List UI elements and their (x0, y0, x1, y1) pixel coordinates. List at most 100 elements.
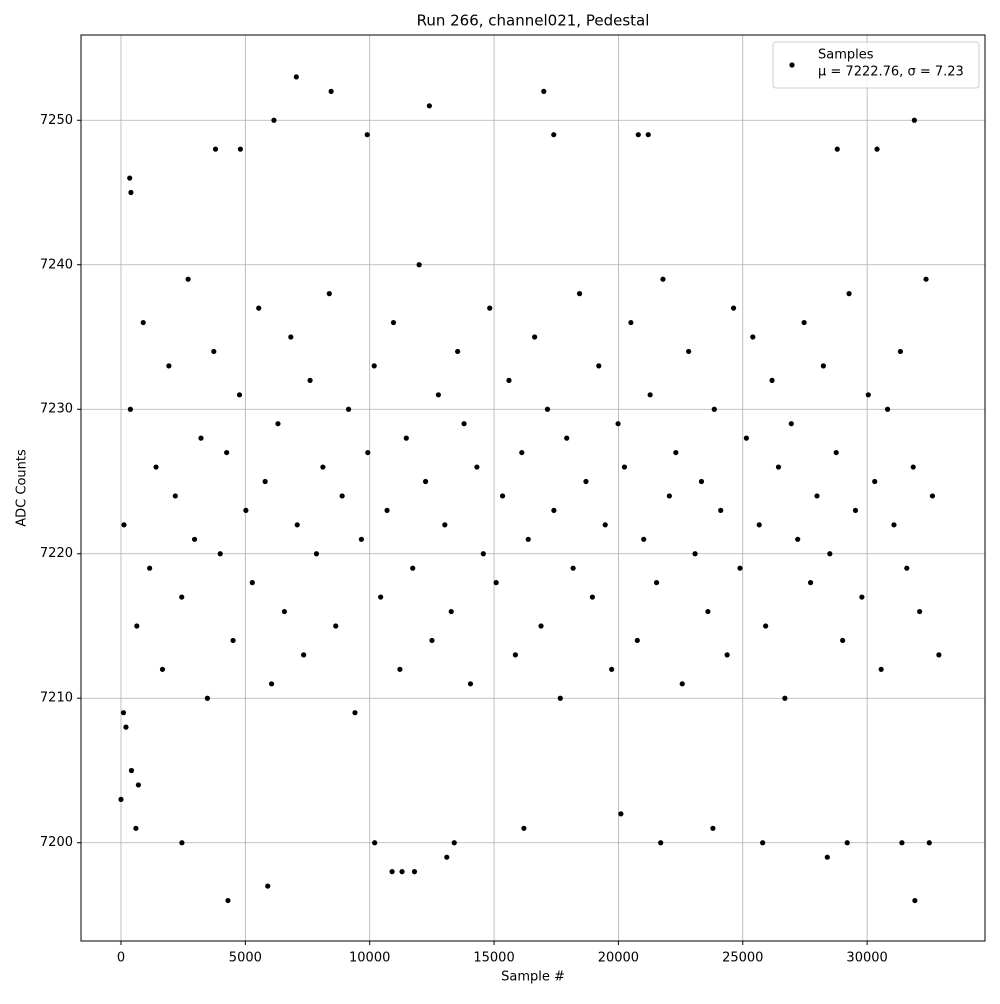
point (256, 305, 262, 311)
point (120, 710, 127, 716)
point (461, 421, 467, 427)
point (834, 146, 840, 152)
legend-box (772, 41, 980, 89)
point (718, 507, 724, 513)
point (899, 840, 905, 846)
point (326, 291, 332, 297)
point (301, 652, 307, 658)
point (444, 854, 450, 860)
point (541, 88, 547, 94)
y-tick-label: 7240 (40, 257, 73, 272)
point (397, 666, 403, 672)
point (159, 666, 166, 672)
point (217, 551, 223, 557)
point (912, 897, 918, 904)
point (621, 464, 628, 470)
point (313, 551, 320, 557)
point (820, 363, 826, 369)
point (307, 377, 313, 383)
point (271, 117, 277, 123)
point (262, 478, 268, 485)
point (204, 695, 210, 701)
point (602, 522, 608, 528)
y-axis-label: ADC Counts (15, 449, 30, 527)
x-axis-label: Sample # (501, 970, 565, 985)
point (236, 392, 243, 398)
legend-stats: μ = 7222.76, σ = 7.23 (818, 65, 964, 80)
point (364, 132, 370, 138)
point (345, 406, 352, 412)
point (288, 334, 294, 340)
point (904, 565, 910, 571)
point (339, 493, 345, 499)
point (782, 695, 788, 701)
point (596, 363, 602, 369)
point (390, 319, 397, 326)
point (403, 435, 409, 441)
x-tick-label: 20000 (598, 951, 639, 966)
point (833, 449, 839, 456)
point (730, 305, 737, 311)
point (775, 464, 782, 470)
point (372, 840, 378, 846)
point (929, 493, 936, 499)
point (710, 825, 716, 831)
point (399, 869, 405, 875)
point (451, 840, 457, 846)
point (551, 507, 557, 513)
point (333, 623, 339, 629)
x-tick-label: 15000 (473, 951, 514, 966)
point (134, 623, 140, 629)
point (679, 681, 685, 687)
point (135, 782, 142, 788)
point (692, 551, 698, 557)
point (123, 724, 129, 730)
point (172, 493, 178, 499)
x-tick-label: 0 (117, 951, 125, 966)
point (641, 536, 647, 542)
point (179, 840, 185, 846)
point (442, 522, 448, 528)
point (179, 594, 185, 600)
point (320, 464, 326, 470)
point (711, 406, 717, 412)
point (422, 478, 429, 485)
y-tick-label: 7210 (40, 691, 73, 706)
point (225, 897, 231, 904)
point (525, 536, 531, 542)
point (249, 580, 255, 586)
point (609, 666, 615, 672)
point (814, 493, 820, 499)
point (589, 594, 595, 600)
x-tick-label: 5000 (229, 951, 262, 966)
point (521, 825, 527, 831)
point (564, 435, 570, 441)
point (737, 565, 743, 571)
point (127, 406, 133, 412)
point (795, 536, 801, 542)
point (128, 189, 134, 196)
y-tick-label: 7250 (40, 113, 73, 128)
point (769, 377, 775, 383)
point (121, 522, 127, 528)
point (243, 507, 249, 513)
point (133, 825, 139, 831)
point (512, 652, 518, 658)
point (634, 637, 640, 644)
point (416, 262, 422, 268)
point (635, 132, 641, 138)
point (435, 392, 441, 398)
point (506, 377, 512, 383)
point (230, 637, 236, 644)
point (645, 132, 651, 138)
point (147, 565, 153, 571)
point (865, 392, 871, 398)
point (429, 637, 435, 644)
point (557, 695, 563, 701)
point (127, 175, 133, 181)
point (618, 811, 624, 817)
point (275, 421, 281, 427)
point (358, 536, 364, 542)
point (371, 363, 377, 369)
